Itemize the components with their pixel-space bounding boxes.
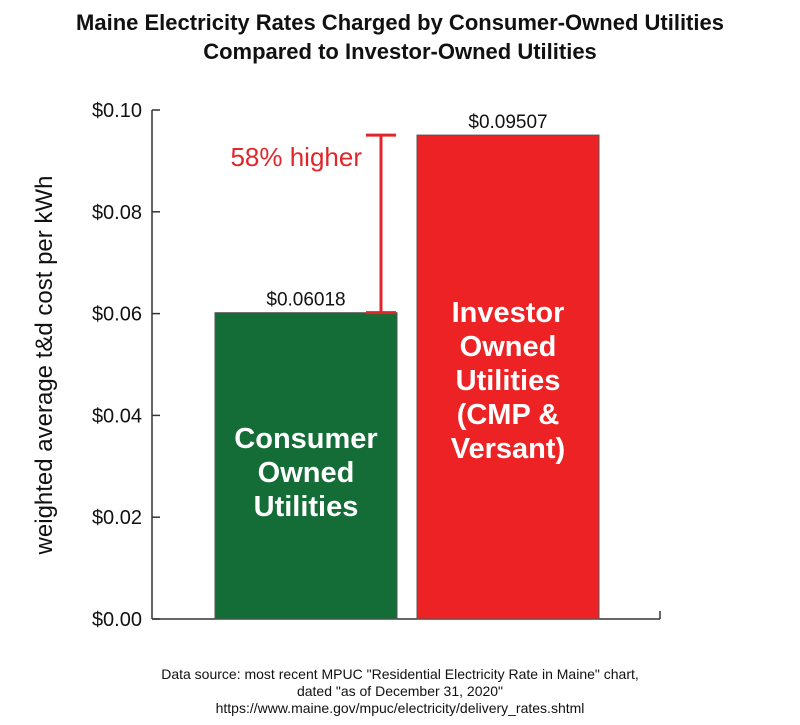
bar-label-0-line-1: Consumer xyxy=(234,423,377,455)
y-tick-label-5: $0.10 xyxy=(92,100,142,122)
bar-label-0-line-3: Utilities xyxy=(254,491,359,523)
y-tick-label-2: $0.04 xyxy=(92,405,142,427)
bar-label-0-line-2: Owned xyxy=(258,457,355,489)
bar-label-1-line-5: Versant) xyxy=(451,433,565,465)
chart-title-line-1: Maine Electricity Rates Charged by Consu… xyxy=(76,10,724,35)
footer-line-3: https://www.maine.gov/mpuc/electricity/d… xyxy=(215,700,585,716)
y-axis-label: weighted average t&d cost per kWh xyxy=(31,176,58,556)
y-tick-label-3: $0.06 xyxy=(92,304,142,326)
bar-value-label-1: $0.09507 xyxy=(468,112,547,133)
footer-line-1: Data source: most recent MPUC "Residenti… xyxy=(161,666,639,682)
footer-line-2: dated "as of December 31, 2020" xyxy=(296,683,504,699)
bar-label-1-line-3: Utilities xyxy=(456,365,561,397)
chart-title: Maine Electricity Rates Charged by Consu… xyxy=(0,8,800,66)
bar-label-1-line-2: Owned xyxy=(460,331,557,363)
y-tick-label-0: $0.00 xyxy=(92,609,142,631)
y-tick-label-1: $0.02 xyxy=(92,507,142,529)
chart-title-line-2: Compared to Investor-Owned Utilities xyxy=(203,39,597,64)
data-source-note: Data source: most recent MPUC "Residenti… xyxy=(0,666,800,717)
bar-0 xyxy=(214,312,398,620)
bar-value-label-0: $0.06018 xyxy=(266,290,345,311)
annotation-label: 58% higher xyxy=(230,142,362,172)
y-tick-label-4: $0.08 xyxy=(92,202,142,224)
bar-1 xyxy=(416,134,600,620)
bar-label-1-line-4: (CMP & xyxy=(457,399,560,431)
bar-label-1-line-1: Investor xyxy=(452,297,565,329)
